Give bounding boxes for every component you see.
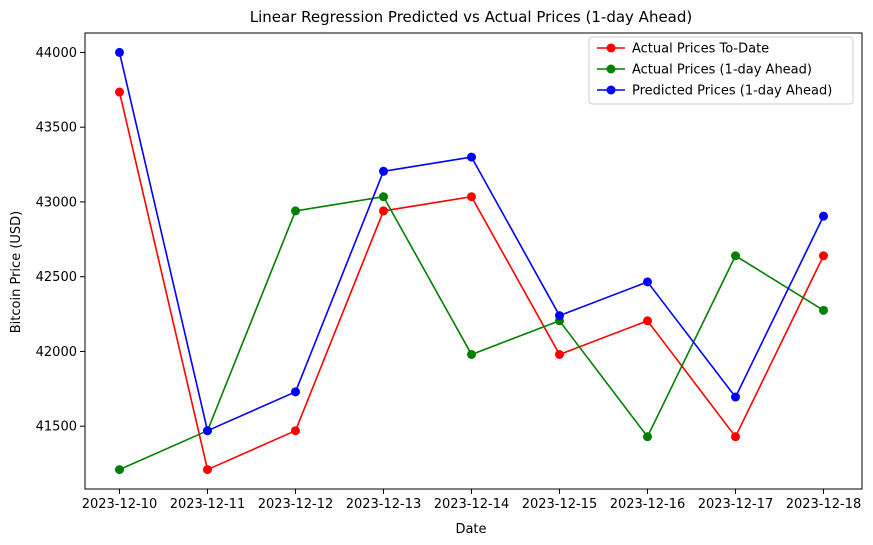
x-tick-label: 2023-12-15 — [522, 497, 598, 512]
data-point — [115, 47, 124, 57]
data-point — [731, 392, 740, 402]
x-tick-label: 2023-12-10 — [82, 497, 158, 512]
legend-marker — [606, 85, 616, 95]
legend: Actual Prices To-Date Actual Prices (1-da… — [588, 36, 854, 105]
x-tick-label: 2023-12-13 — [346, 497, 422, 512]
plot-area — [84, 32, 863, 490]
data-point — [379, 166, 388, 176]
x-tick-label: 2023-12-18 — [786, 497, 862, 512]
legend-item: Predicted Prices (1-day Ahead) — [597, 84, 832, 99]
series-3 — [115, 47, 828, 436]
data-point — [291, 387, 300, 397]
data-point — [819, 211, 828, 221]
legend-marker — [606, 43, 616, 53]
y-tick-label: 43500 — [36, 121, 77, 136]
data-point — [643, 432, 652, 442]
data-point — [203, 426, 212, 436]
y-tick-label: 42500 — [36, 270, 77, 285]
x-tick-label: 2023-12-17 — [698, 497, 774, 512]
x-tick-label: 2023-12-16 — [610, 497, 686, 512]
legend-item: Actual Prices To-Date — [597, 42, 769, 57]
data-point — [379, 192, 388, 202]
legend-label: Predicted Prices (1-day Ahead) — [632, 84, 832, 99]
series-line — [118, 91, 825, 471]
data-point — [467, 192, 476, 202]
data-point — [731, 432, 740, 442]
legend-item: Actual Prices (1-day Ahead) — [597, 63, 812, 78]
y-axis-label: Bitcoin Price (USD) — [9, 211, 24, 333]
data-point — [115, 465, 124, 475]
y-tick-label: 42000 — [36, 345, 77, 360]
x-axis: 2023-12-10 2023-12-11 2023-12-12 2023-12-13… — [82, 489, 862, 512]
data-point — [291, 426, 300, 436]
data-point — [291, 206, 300, 216]
plot-frame — [84, 32, 863, 490]
y-axis: 41500 42000 42500 43000 43500 44000 — [36, 46, 85, 435]
data-point — [115, 87, 124, 97]
series-1 — [115, 87, 828, 475]
legend-marker — [606, 64, 616, 74]
x-tick-label: 2023-12-11 — [170, 497, 246, 512]
series-line — [118, 52, 825, 432]
chart-title: Linear Regression Predicted vs Actual Pr… — [250, 8, 693, 26]
data-point — [819, 305, 828, 315]
series-layer — [115, 47, 828, 475]
data-point — [467, 349, 476, 359]
data-point — [555, 349, 564, 359]
x-axis-label: Date — [455, 522, 486, 537]
data-point — [203, 465, 212, 475]
legend-label: Actual Prices (1-day Ahead) — [632, 63, 812, 78]
series-line — [119, 195, 824, 471]
data-point — [643, 316, 652, 326]
y-tick-label: 41500 — [36, 420, 77, 435]
y-tick-label: 44000 — [36, 46, 77, 61]
series-2 — [115, 192, 828, 475]
data-point — [379, 206, 388, 216]
legend-label: Actual Prices To-Date — [632, 42, 769, 57]
y-tick-label: 43000 — [36, 195, 77, 210]
data-point — [467, 152, 476, 162]
data-point — [731, 251, 740, 261]
data-point — [819, 251, 828, 261]
data-point — [555, 311, 564, 321]
legend-box — [588, 36, 854, 105]
x-tick-label: 2023-12-12 — [258, 497, 334, 512]
x-tick-label: 2023-12-14 — [434, 497, 510, 512]
data-point — [643, 277, 652, 287]
